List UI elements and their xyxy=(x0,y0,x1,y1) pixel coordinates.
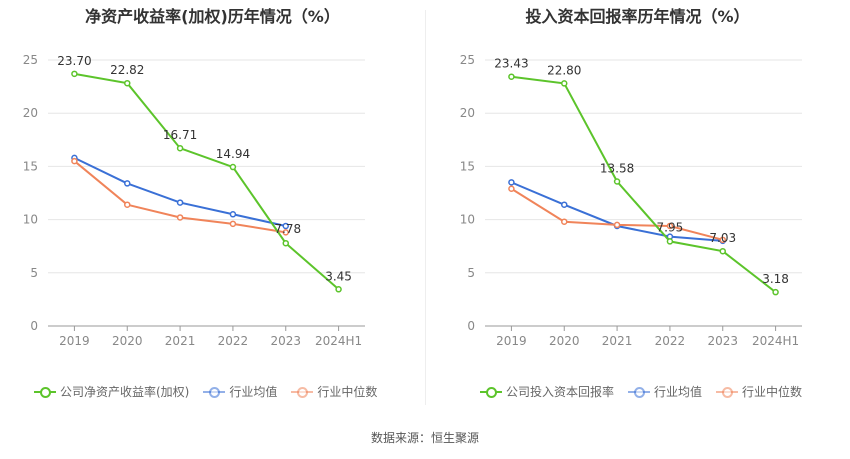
data-source-note: 数据来源：恒生聚源 xyxy=(370,431,479,445)
left-data-point-0 xyxy=(176,144,184,152)
left-x-tick-label: 2023 xyxy=(270,334,301,348)
right-y-tick-label: 25 xyxy=(460,53,475,67)
right-data-point-2 xyxy=(508,185,515,192)
left-data-point-1 xyxy=(124,180,131,187)
legend-swatch-icon xyxy=(203,386,226,398)
right-data-point-0 xyxy=(666,238,674,245)
legend-label: 行业中位数 xyxy=(317,385,378,399)
right-y-tick-label: 0 xyxy=(467,319,475,333)
right-x-tick-label: 2024H1 xyxy=(752,334,799,348)
left-data-label: 3.45 xyxy=(325,269,352,283)
left-chart-title: 净资产收益率(加权)历年情况（%） xyxy=(85,7,340,26)
left-data-point-2 xyxy=(124,201,131,208)
left-data-point-1 xyxy=(282,222,289,230)
left-data-point-2 xyxy=(229,220,237,228)
right-legend-item-2[interactable]: 行业中位数 xyxy=(716,383,802,400)
left-legend: 公司净资产收益率(加权) 行业均值 行业中位数 xyxy=(34,383,391,400)
right-data-label: 23.43 xyxy=(494,57,528,71)
right-data-point-2 xyxy=(613,221,621,229)
right-data-point-0 xyxy=(613,178,621,185)
legend-label: 行业均值 xyxy=(654,385,703,399)
left-x-tick-label: 2019 xyxy=(59,334,90,348)
legend-swatch-icon xyxy=(716,386,739,398)
right-y-tick-label: 5 xyxy=(467,266,475,280)
right-legend-item-1[interactable]: 行业均值 xyxy=(628,383,702,400)
left-data-point-2 xyxy=(282,229,289,236)
right-data-point-0 xyxy=(508,73,515,80)
right-x-tick-label: 2019 xyxy=(496,334,527,348)
left-data-point-2 xyxy=(71,157,78,165)
left-y-tick-label: 20 xyxy=(23,106,38,120)
left-data-label: 23.70 xyxy=(57,54,91,68)
legend-swatch-icon xyxy=(291,386,314,398)
left-data-point-0 xyxy=(124,79,131,87)
left-y-tick-label: 5 xyxy=(30,266,38,280)
left-legend-item-1[interactable]: 行业均值 xyxy=(203,383,277,400)
left-data-point-2 xyxy=(176,214,184,221)
right-data-point-1 xyxy=(561,201,568,208)
left-series-line-0 xyxy=(74,72,340,291)
right-legend-item-0[interactable]: 公司投入资本回报率 xyxy=(480,383,614,400)
right-data-label: 7.95 xyxy=(657,220,684,234)
left-data-point-0 xyxy=(335,286,342,293)
left-y-tick-label: 10 xyxy=(23,213,38,227)
right-data-label: 3.18 xyxy=(762,272,789,286)
legend-swatch-icon xyxy=(480,386,502,398)
left-y-tick-label: 25 xyxy=(23,53,38,67)
right-data-point-2 xyxy=(719,236,726,244)
left-legend-item-0[interactable]: 公司净资产收益率(加权) xyxy=(34,383,189,400)
left-x-tick-label: 2022 xyxy=(218,334,249,348)
right-data-point-0 xyxy=(719,247,726,255)
right-x-tick-label: 2020 xyxy=(549,334,580,348)
legend-label: 公司投入资本回报率 xyxy=(506,385,615,399)
legend-swatch-icon xyxy=(34,386,56,398)
right-x-tick-label: 2022 xyxy=(655,334,686,348)
left-data-point-1 xyxy=(229,211,237,218)
left-data-label: 7.78 xyxy=(274,222,301,236)
left-data-label: 14.94 xyxy=(216,147,250,161)
right-data-label: 22.80 xyxy=(547,63,581,77)
right-series-line-0 xyxy=(511,75,777,293)
left-data-label: 22.82 xyxy=(110,63,144,77)
left-y-tick-label: 0 xyxy=(30,319,38,333)
right-x-tick-label: 2021 xyxy=(602,334,633,348)
legend-label: 行业均值 xyxy=(229,385,278,399)
left-x-tick-label: 2020 xyxy=(112,334,143,348)
right-data-label: 13.58 xyxy=(600,162,634,176)
legend-swatch-icon xyxy=(628,386,651,398)
left-y-tick-label: 15 xyxy=(23,159,38,173)
chart-divider xyxy=(425,10,426,405)
left-data-point-0 xyxy=(71,70,78,78)
charts-canvas: 0 5 10 15 20 25 2019 2020 2021 2022 2023 2024H1 23.7… xyxy=(23,53,802,348)
right-y-tick-label: 15 xyxy=(460,159,475,173)
right-data-label: 7.03 xyxy=(709,231,736,245)
left-legend-item-2[interactable]: 行业中位数 xyxy=(291,383,377,400)
right-x-tick-label: 2023 xyxy=(707,334,738,348)
right-y-tick-label: 10 xyxy=(460,213,475,227)
left-data-label: 16.71 xyxy=(163,128,197,142)
right-y-tick-label: 20 xyxy=(460,106,475,120)
right-data-point-2 xyxy=(666,222,674,230)
right-data-point-0 xyxy=(772,288,779,296)
left-data-point-1 xyxy=(176,199,184,206)
left-x-tick-label: 2024H1 xyxy=(315,334,362,348)
legend-label: 公司净资产收益率(加权) xyxy=(60,385,190,399)
right-chart-title: 投入资本回报率历年情况（%） xyxy=(525,7,750,26)
right-data-point-2 xyxy=(561,218,568,225)
right-data-point-1 xyxy=(508,179,515,186)
right-legend: 公司投入资本回报率 行业均值 行业中位数 xyxy=(480,383,816,400)
left-x-tick-label: 2021 xyxy=(165,334,196,348)
left-data-point-0 xyxy=(282,239,289,247)
right-data-point-0 xyxy=(561,80,568,87)
left-data-point-0 xyxy=(229,163,237,171)
legend-label: 行业中位数 xyxy=(742,385,803,399)
